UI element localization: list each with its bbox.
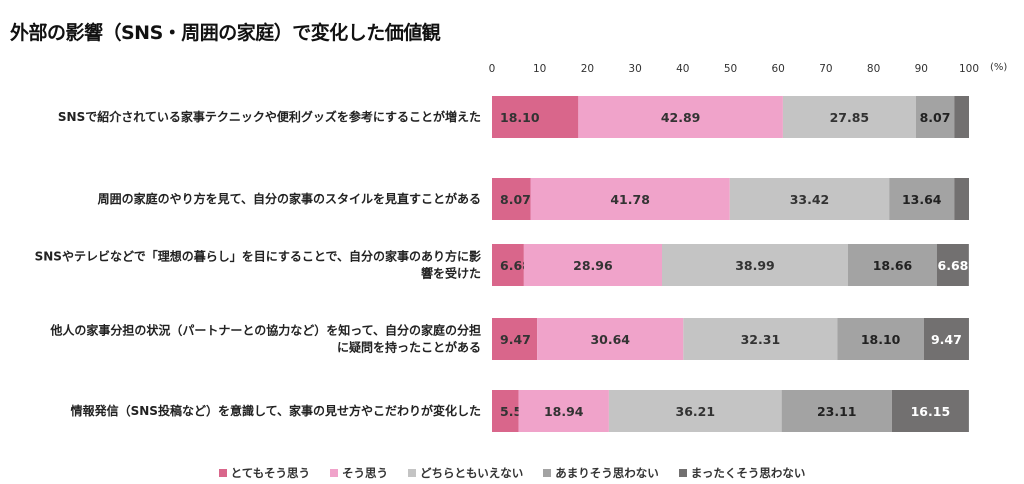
- bar-segment: [537, 318, 684, 360]
- x-tick-label: 20: [581, 63, 594, 75]
- category-label: 周囲の家庭のやり方を見て、自分の家事のスタイルを見直すことがある: [98, 191, 481, 206]
- bar-segment: [523, 244, 663, 286]
- bar-segment: [936, 244, 969, 286]
- data-label: 6.68: [938, 258, 969, 273]
- category-label: 情報発信（SNS投稿など）を意識して、家事の見せ方やこだわりが変化した: [71, 403, 481, 418]
- bar-segment: [954, 178, 969, 220]
- x-tick-label: 10: [533, 63, 546, 75]
- x-tick-label: 80: [867, 63, 880, 75]
- x-tick-label: 100: [959, 63, 979, 75]
- category-label: に疑問を持ったことがある: [337, 340, 481, 355]
- bar-segment: [781, 390, 892, 432]
- bar-segment: [782, 96, 916, 138]
- chart-title: 外部の影響（SNS・周囲の家庭）で変化した価値観: [10, 22, 441, 44]
- legend-label: どちらともいえない: [420, 466, 524, 480]
- data-label: 23.11: [817, 404, 857, 419]
- bar-segment: [847, 244, 937, 286]
- bar-segment: [492, 178, 531, 220]
- data-label: 16.15: [911, 404, 951, 419]
- bar-segment: [492, 244, 524, 286]
- bar-segment: [915, 96, 955, 138]
- legend-item: どちらともいえない: [408, 465, 523, 481]
- data-label: 9.47: [931, 332, 962, 347]
- x-tick-label: 60: [772, 63, 785, 75]
- legend-swatch: [678, 469, 687, 477]
- data-label: 18.66: [873, 258, 913, 273]
- category-label: SNSで紹介されている家事テクニックや便利グッズを参考にすることが増えた: [58, 109, 481, 124]
- data-label: 6.68: [500, 258, 531, 273]
- legend-swatch: [330, 469, 339, 477]
- data-label: 42.89: [661, 110, 701, 125]
- x-tick-label: 70: [819, 63, 832, 75]
- bar-segment: [608, 390, 782, 432]
- data-label: 32.31: [741, 332, 781, 347]
- bar-segment: [889, 178, 955, 220]
- bar-segment: [518, 390, 609, 432]
- data-label: 33.42: [790, 192, 830, 207]
- legend-label: あまりそう思わない: [555, 466, 659, 480]
- data-label: 8.07: [920, 110, 951, 125]
- bar-segment: [954, 96, 969, 138]
- bar-segment: [891, 390, 969, 432]
- bar-segment: [729, 178, 890, 220]
- category-label: 響を受けた: [421, 266, 481, 281]
- x-tick-label: 50: [724, 63, 737, 75]
- x-tick-label: 0: [489, 63, 496, 75]
- legend-item: あまりそう思わない: [543, 465, 659, 481]
- data-label: 28.96: [573, 258, 613, 273]
- data-label: 36.21: [676, 404, 716, 419]
- data-label: 27.85: [830, 110, 870, 125]
- bar-segment: [492, 96, 579, 138]
- legend-item: そう思う: [330, 465, 388, 481]
- bar-segment: [492, 318, 538, 360]
- chart-legend: とてもそう思う そう思う どちらともいえない あまりそう思わない まったくそう思わない: [0, 465, 1024, 481]
- stacked-bar-chart: 0 10 20 30 40 50 60 70 80 90 100 SNSで紹介されている家事テクニック…: [35, 63, 979, 432]
- bar-segment: [530, 178, 730, 220]
- data-label: 13.64: [902, 192, 942, 207]
- data-label: 38.99: [735, 258, 775, 273]
- bar-segment: [837, 318, 924, 360]
- data-label: 18.10: [500, 110, 540, 125]
- legend-item: まったくそう思わない: [678, 465, 806, 481]
- data-label: 18.10: [861, 332, 901, 347]
- x-tick-label: 40: [676, 63, 689, 75]
- data-label: 18.94: [544, 404, 584, 419]
- x-tick-label: 30: [628, 63, 641, 75]
- bar-segment: [662, 244, 848, 286]
- bar-segment: [683, 318, 838, 360]
- legend-item: とてもそう思う: [218, 465, 311, 481]
- legend-swatch: [218, 469, 227, 477]
- bar-segment: [923, 318, 969, 360]
- bar-segment: [492, 390, 519, 432]
- data-label: 41.78: [610, 192, 650, 207]
- legend-swatch: [543, 469, 552, 477]
- data-label: 30.64: [590, 332, 630, 347]
- data-label: 8.07: [500, 192, 531, 207]
- x-tick-label: 90: [915, 63, 928, 75]
- data-label: 9.47: [500, 332, 531, 347]
- legend-label: とてもそう思う: [230, 466, 311, 480]
- legend-swatch: [408, 469, 417, 477]
- legend-label: そう思う: [342, 466, 389, 480]
- category-label: 他人の家事分担の状況（パートナーとの協力など）を知って、自分の家庭の分担: [49, 323, 481, 338]
- axis-unit-label: (%): [990, 62, 1008, 73]
- bar-segment: [578, 96, 783, 138]
- category-label: SNSやテレビなどで「理想の暮らし」を目にすることで、自分の家事のあり方に影: [35, 249, 481, 264]
- legend-label: まったくそう思わない: [690, 466, 806, 480]
